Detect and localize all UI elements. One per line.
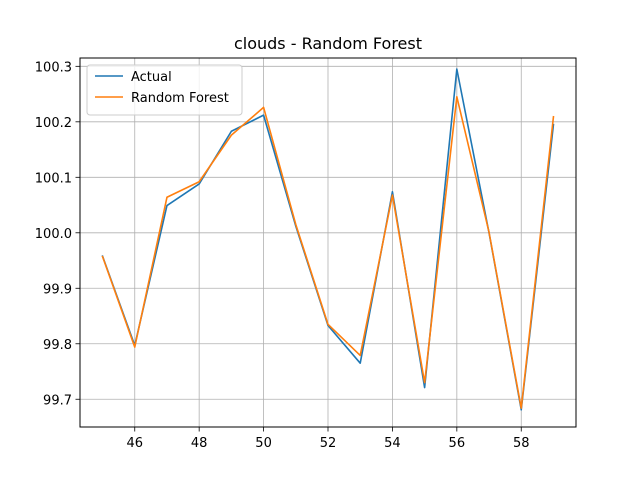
grid (80, 58, 576, 427)
y-tick-label: 100.3 (35, 60, 72, 75)
legend-box (86, 64, 243, 116)
x-tick-label: 58 (513, 436, 530, 451)
y-tick-label: 100.2 (35, 116, 72, 131)
x-tick-label: 50 (255, 436, 272, 451)
x-tick-label: 56 (449, 436, 466, 451)
x-tick-label: 46 (126, 436, 143, 451)
y-tick-label: 100.0 (35, 227, 72, 242)
y-tick-label: 99.9 (43, 282, 72, 297)
chart-title: clouds - Random Forest (234, 34, 422, 53)
legend: Actual Random Forest (86, 64, 243, 116)
y-tick-label: 100.1 (35, 171, 72, 186)
y-tick-label: 99.8 (43, 338, 72, 353)
x-axis: 46 48 50 52 54 56 58 (126, 427, 530, 451)
legend-label-random-forest: Random Forest (131, 91, 229, 106)
legend-label-actual: Actual (131, 70, 172, 85)
y-axis: 99.7 99.8 99.9 100.0 100.1 100.2 100.3 (35, 60, 80, 408)
series-line-random-forest (101, 96, 555, 409)
y-tick-label: 99.7 (43, 393, 72, 408)
series-lines (101, 68, 555, 411)
x-tick-label: 54 (384, 436, 401, 451)
x-tick-label: 48 (191, 436, 208, 451)
x-tick-label: 52 (320, 436, 337, 451)
